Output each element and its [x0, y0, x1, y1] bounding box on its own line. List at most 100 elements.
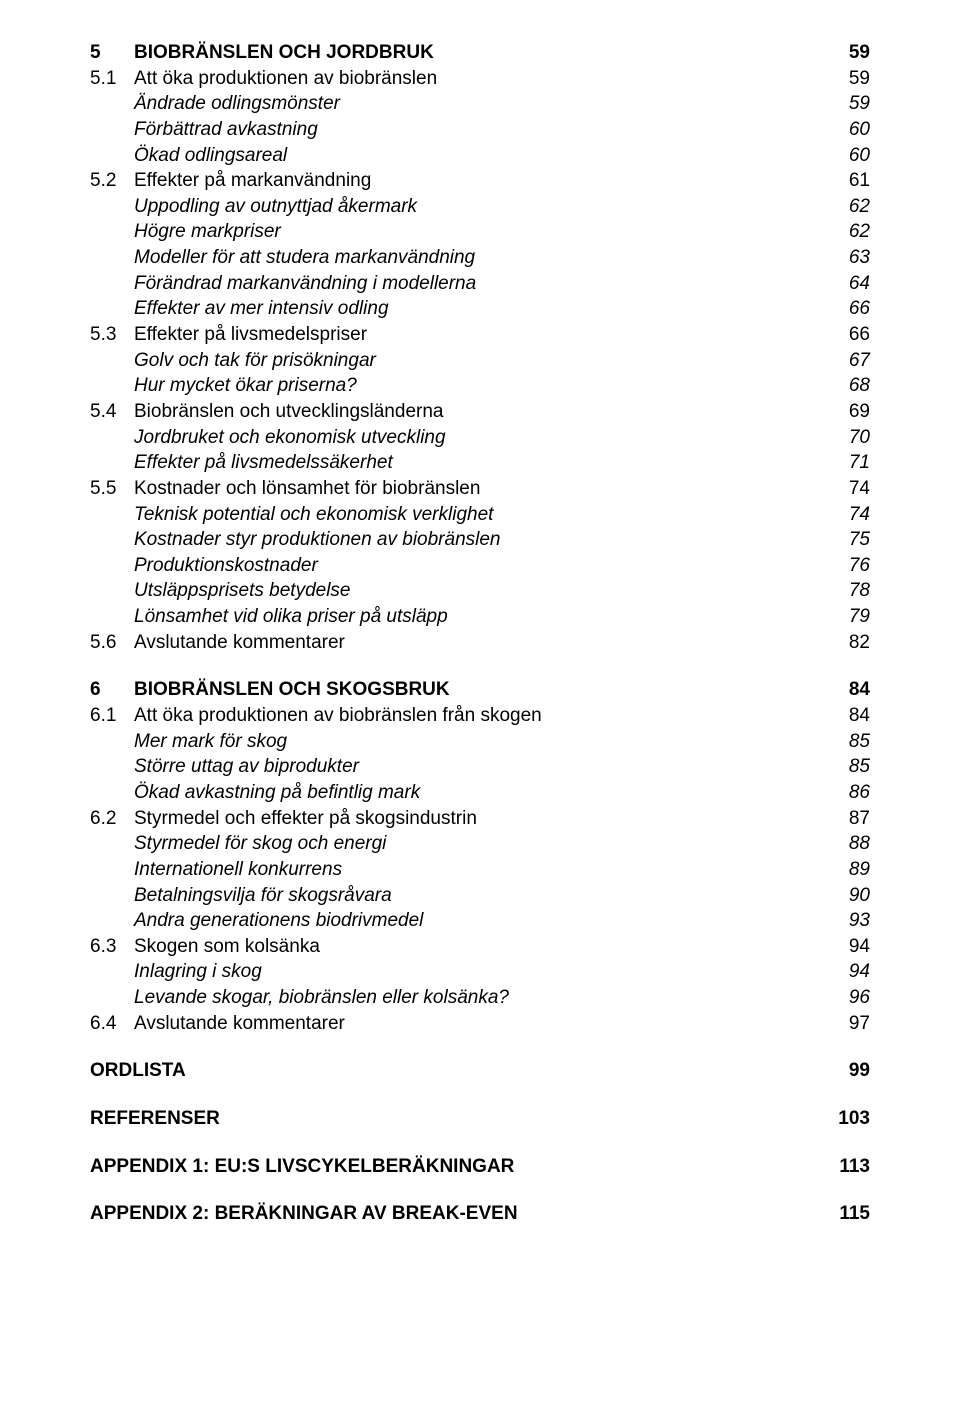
chapter-title: BIOBRÄNSLEN OCH SKOGSBRUK — [134, 679, 450, 700]
toc-page-number: 69 — [829, 399, 870, 425]
toc-entry: Lönsamhet vid olika priser på utsläpp79 — [90, 604, 870, 630]
toc-page-number: 71 — [829, 450, 870, 476]
section-title: Effekter på livsmedelspriser — [134, 324, 367, 345]
toc-entry: Ökad avkastning på befintlig mark 86 — [90, 780, 870, 806]
toc-page-number: 70 — [829, 425, 870, 451]
subsection-title: Produktionskostnader — [134, 555, 318, 576]
toc-entry: APPENDIX 1: EU:S LIVSCYKELBERÄKNINGAR 113 — [90, 1154, 870, 1180]
section-title: Biobränslen och utvecklingsländerna — [134, 401, 443, 422]
toc-entry: Utsläppsprisets betydelse78 — [90, 578, 870, 604]
toc-page-number: 90 — [829, 883, 870, 909]
section-title: Att öka produktionen av biobränslen — [134, 68, 437, 89]
subsection-title: Effekter av mer intensiv odling — [134, 298, 389, 319]
toc-entry: Kostnader styr produktionen av biobränsl… — [90, 527, 870, 553]
toc-page-number: 94 — [829, 934, 870, 960]
subsection-title: Högre markpriser — [134, 221, 281, 242]
toc-entry: 5.5Kostnader och lönsamhet för biobränsl… — [90, 476, 870, 502]
toc-page-number: 113 — [819, 1154, 870, 1180]
toc-entry: Modeller för att studera markanvändning6… — [90, 245, 870, 271]
subsection-title: Lönsamhet vid olika priser på utsläpp — [134, 606, 448, 627]
toc-entry: Större uttag av biprodukter85 — [90, 754, 870, 780]
toc-page-number: 66 — [829, 296, 870, 322]
toc-entry: Ändrade odlingsmönster59 — [90, 91, 870, 117]
section-title: Kostnader och lönsamhet för biobränslen — [134, 478, 480, 499]
toc-page-number: 97 — [829, 1011, 870, 1037]
section-title: Avslutande kommentarer — [134, 632, 345, 653]
toc-entry: 6.4Avslutande kommentarer97 — [90, 1011, 870, 1037]
toc-entry: Produktionskostnader76 — [90, 553, 870, 579]
toc-entry: Effekter av mer intensiv odling 66 — [90, 296, 870, 322]
subsection-title: Styrmedel för skog och energi — [134, 833, 386, 854]
section-number: 5.5 — [90, 476, 134, 502]
toc-entry: Golv och tak för prisökningar67 — [90, 348, 870, 374]
toc-page-number: 96 — [829, 985, 870, 1011]
toc-page-number: 62 — [829, 219, 870, 245]
toc-entry: Styrmedel för skog och energi88 — [90, 831, 870, 857]
chapter-title: BIOBRÄNSLEN OCH JORDBRUK — [134, 42, 434, 63]
toc-page-number: 99 — [829, 1058, 870, 1084]
subsection-title: Inlagring i skog — [134, 961, 262, 982]
toc-entry: 6BIOBRÄNSLEN OCH SKOGSBRUK84 — [90, 677, 870, 703]
toc-page-number: 74 — [829, 476, 870, 502]
subsection-title: Levande skogar, biobränslen eller kolsän… — [134, 987, 509, 1008]
section-title: Skogen som kolsänka — [134, 936, 320, 957]
toc-page-number: 59 — [829, 66, 870, 92]
toc-page-number: 74 — [829, 502, 870, 528]
toc-page-number: 85 — [829, 729, 870, 755]
toc-entry: Förbättrad avkastning60 — [90, 117, 870, 143]
toc-page-number: 82 — [829, 630, 870, 656]
toc-page-number: 75 — [829, 527, 870, 553]
section-title: Styrmedel och effekter på skogsindustrin — [134, 808, 477, 829]
toc-entry: Levande skogar, biobränslen eller kolsän… — [90, 985, 870, 1011]
toc-entry: Inlagring i skog 94 — [90, 959, 870, 985]
chapter-number: 6 — [90, 677, 134, 703]
section-number: 6.3 — [90, 934, 134, 960]
toc-entry: 5.2Effekter på markanvändning61 — [90, 168, 870, 194]
subsection-title: Större uttag av biprodukter — [134, 756, 359, 777]
toc-page-number: 84 — [829, 703, 870, 729]
toc-page-number: 59 — [829, 40, 870, 66]
toc-page-number: 86 — [829, 780, 870, 806]
toc-entry: Jordbruket och ekonomisk utveckling70 — [90, 425, 870, 451]
section-number: 5.6 — [90, 630, 134, 656]
toc-entry: 6.1Att öka produktionen av biobränslen f… — [90, 703, 870, 729]
subsection-title: Mer mark för skog — [134, 731, 287, 752]
toc-entry: 5.1Att öka produktionen av biobränslen 59 — [90, 66, 870, 92]
toc-entry: 6.2Styrmedel och effekter på skogsindust… — [90, 806, 870, 832]
toc-entry: 5.3Effekter på livsmedelspriser66 — [90, 322, 870, 348]
toc-entry: Effekter på livsmedelssäkerhet71 — [90, 450, 870, 476]
subsection-title: Modeller för att studera markanvändning — [134, 247, 475, 268]
section-title: Effekter på markanvändning — [134, 170, 371, 191]
toc-entry: Internationell konkurrens89 — [90, 857, 870, 883]
toc-page-number: 87 — [829, 806, 870, 832]
toc-entry: Förändrad markanvändning i modellerna64 — [90, 271, 870, 297]
toc-page-number: 94 — [829, 959, 870, 985]
toc-page-number: 66 — [829, 322, 870, 348]
toc-entry: Uppodling av outnyttjad åkermark 62 — [90, 194, 870, 220]
toc-entry: 6.3Skogen som kolsänka 94 — [90, 934, 870, 960]
section-number: 5.1 — [90, 66, 134, 92]
toc-entry: Betalningsvilja för skogsråvara 90 — [90, 883, 870, 909]
standalone-title: APPENDIX 1: EU:S LIVSCYKELBERÄKNINGAR — [90, 1156, 514, 1177]
toc-page-number: 115 — [819, 1201, 870, 1227]
toc-entry: REFERENSER103 — [90, 1106, 870, 1132]
toc-entry: 5BIOBRÄNSLEN OCH JORDBRUK59 — [90, 40, 870, 66]
standalone-title: APPENDIX 2: BERÄKNINGAR AV BREAK-EVEN — [90, 1203, 518, 1224]
section-title: Att öka produktionen av biobränslen från… — [134, 705, 542, 726]
toc-entry: ORDLISTA99 — [90, 1058, 870, 1084]
subsection-title: Andra generationens biodrivmedel — [134, 910, 423, 931]
subsection-title: Kostnader styr produktionen av biobränsl… — [134, 529, 501, 550]
toc-page-number: 62 — [829, 194, 870, 220]
section-number: 6.2 — [90, 806, 134, 832]
subsection-title: Golv och tak för prisökningar — [134, 350, 376, 371]
subsection-title: Uppodling av outnyttjad åkermark — [134, 196, 417, 217]
toc-entry: 5.4Biobränslen och utvecklingsländerna69 — [90, 399, 870, 425]
toc-page-number: 61 — [829, 168, 870, 194]
subsection-title: Utsläppsprisets betydelse — [134, 580, 351, 601]
subsection-title: Hur mycket ökar priserna? — [134, 375, 357, 396]
toc-entry: Högre markpriser 62 — [90, 219, 870, 245]
subsection-title: Betalningsvilja för skogsråvara — [134, 885, 392, 906]
toc-entry: 5.6Avslutande kommentarer 82 — [90, 630, 870, 656]
toc-entry: Ökad odlingsareal60 — [90, 143, 870, 169]
subsection-title: Ökad avkastning på befintlig mark — [134, 782, 420, 803]
